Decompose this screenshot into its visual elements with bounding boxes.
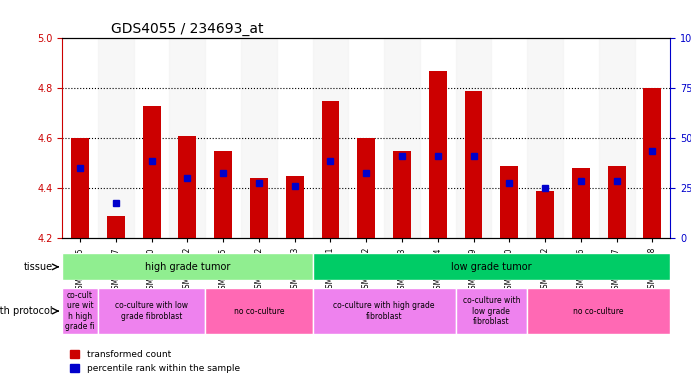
Text: growth protocol: growth protocol — [0, 306, 53, 316]
Bar — [384, 38, 420, 238]
Bar — [527, 38, 563, 238]
Bar — [286, 175, 303, 238]
FancyBboxPatch shape — [312, 288, 455, 334]
Text: tissue: tissue — [23, 262, 53, 272]
FancyBboxPatch shape — [312, 253, 670, 280]
FancyBboxPatch shape — [62, 253, 312, 280]
Bar — [107, 215, 125, 238]
Bar — [429, 71, 446, 238]
FancyBboxPatch shape — [455, 288, 527, 334]
FancyBboxPatch shape — [527, 288, 670, 334]
Bar — [178, 136, 196, 238]
Bar — [241, 38, 277, 238]
Text: co-culture with high grade
fibroblast: co-culture with high grade fibroblast — [333, 301, 435, 321]
Text: no co-culture: no co-culture — [574, 306, 624, 316]
Text: low grade tumor: low grade tumor — [451, 262, 532, 272]
Bar — [214, 151, 232, 238]
Bar — [455, 38, 491, 238]
Bar — [71, 138, 89, 238]
Text: no co-culture: no co-culture — [234, 306, 284, 316]
Bar — [607, 166, 625, 238]
Bar — [464, 91, 482, 238]
Bar — [169, 38, 205, 238]
Bar — [598, 38, 634, 238]
Bar — [250, 178, 268, 238]
Bar — [312, 38, 348, 238]
Bar — [357, 138, 375, 238]
Bar — [142, 106, 160, 238]
Legend: transformed count, percentile rank within the sample: transformed count, percentile rank withi… — [67, 346, 243, 376]
Bar — [98, 38, 134, 238]
Bar — [643, 88, 661, 238]
Text: co-cult
ure wit
h high
grade fi: co-cult ure wit h high grade fi — [65, 291, 95, 331]
Text: high grade tumor: high grade tumor — [144, 262, 230, 272]
Bar — [572, 168, 590, 238]
Text: co-culture with
low grade
fibroblast: co-culture with low grade fibroblast — [463, 296, 520, 326]
FancyBboxPatch shape — [205, 288, 312, 334]
FancyBboxPatch shape — [62, 288, 98, 334]
FancyBboxPatch shape — [98, 288, 205, 334]
Bar — [536, 191, 554, 238]
Text: GDS4055 / 234693_at: GDS4055 / 234693_at — [111, 22, 263, 36]
Text: co-culture with low
grade fibroblast: co-culture with low grade fibroblast — [115, 301, 188, 321]
Bar — [500, 166, 518, 238]
Bar — [393, 151, 411, 238]
Bar — [321, 101, 339, 238]
